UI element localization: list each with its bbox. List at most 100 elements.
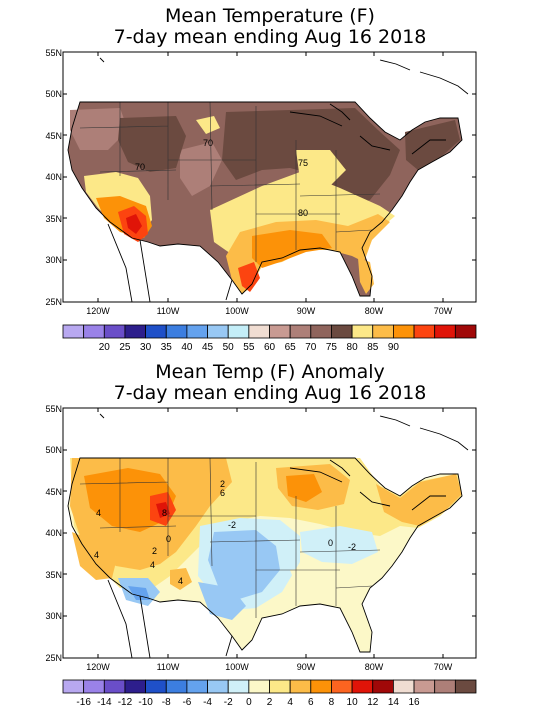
bottom-contour-label: 4: [178, 576, 183, 586]
top-contour-labels: 70 70 75 80: [135, 138, 308, 218]
top-lon-label: 100W: [225, 306, 249, 316]
bottom-lon-labels: 120W 110W 100W 90W 80W 70W: [86, 662, 453, 672]
bottom-lon-label: 100W: [225, 662, 249, 672]
top-title-line2: 7-day mean ending Aug 16 2018: [113, 26, 427, 48]
top-lat-label: 25N: [45, 297, 62, 307]
top-colorbar-swatch: [186, 324, 208, 339]
top-lat-label: 35N: [45, 214, 62, 224]
bottom-contour-label: 8: [162, 508, 167, 518]
bottom-patch-wi-deep: [286, 474, 322, 502]
bottom-colorbar-swatch: [351, 679, 374, 694]
top-colorbar-label: 85: [367, 342, 379, 353]
top-lon-labels: 120W 110W 100W 90W 80W 70W: [86, 306, 453, 316]
top-colorbar-swatch: [227, 324, 250, 339]
top-contour-label: 70: [203, 138, 213, 148]
bottom-contour-label: 4: [94, 550, 99, 560]
bottom-colorbar-swatch: [83, 679, 105, 694]
top-colorbar-swatch: [413, 324, 436, 339]
bottom-colorbar: -16 -14 -12 -10 -8 -6 -4 -2 0 2 4 6 8 10 12 14 16: [62, 679, 477, 708]
bottom-contour-label: 2: [152, 546, 157, 556]
top-patch-plains: [118, 116, 186, 172]
top-patch-fl: [358, 258, 374, 294]
top-contour-label: 75: [298, 158, 308, 168]
top-contour-label: 80: [298, 208, 308, 218]
top-colorbar-swatch: [434, 324, 456, 339]
bottom-contour-label: -2: [228, 520, 236, 530]
top-patch-tx-orange: [252, 230, 332, 268]
top-colorbar-swatch: [454, 324, 477, 339]
top-colorbar-swatch: [310, 324, 332, 339]
top-colorbar-swatch: [103, 324, 126, 339]
top-lon-label: 80W: [365, 306, 384, 316]
bottom-colorbar-label: 6: [308, 697, 314, 708]
bottom-colorbar-label: -6: [182, 697, 191, 708]
top-coastlines: [67, 57, 469, 302]
top-patch-az-dark: [126, 214, 142, 234]
top-colorbar-label: 70: [305, 342, 317, 353]
bottom-colorbar-swatch: [434, 679, 456, 694]
bottom-colorbar-swatch: [186, 679, 208, 694]
top-colorbar-swatch: [83, 324, 105, 339]
top-colorbar-label: 80: [347, 342, 359, 353]
bottom-colorbar-swatch: [248, 679, 270, 694]
top-contour-label: 70: [135, 162, 145, 172]
bottom-lon-label: 70W: [434, 662, 453, 672]
top-lat-label: 55N: [45, 48, 62, 58]
bottom-colorbar-swatch: [289, 679, 312, 694]
top-colorbar-label: 60: [264, 342, 276, 353]
top-patch-ne: [405, 120, 460, 170]
bottom-patch-central-blue: [208, 530, 280, 600]
top-colorbar-swatch: [392, 324, 415, 339]
bottom-patch-id-core: [156, 502, 170, 518]
top-lat-label: 40N: [45, 172, 62, 182]
bottom-colorbar-label: 4: [287, 697, 293, 708]
bottom-patch-ohio-lightblue: [300, 526, 378, 564]
bottom-contour-label: 6: [220, 488, 225, 498]
bottom-colorbar-label: -16: [76, 697, 91, 708]
bottom-lon-label: 80W: [365, 662, 384, 672]
top-colorbar-swatch: [269, 324, 291, 339]
top-colorbar-label: 20: [99, 342, 111, 353]
bottom-lat-label: 50N: [45, 445, 62, 455]
bottom-lat-label: 55N: [45, 404, 62, 414]
bottom-lat-label: 25N: [45, 653, 62, 663]
top-colorbar-swatch: [351, 324, 374, 339]
bottom-colorbar-swatch: [227, 679, 250, 694]
bottom-colorbar-swatch: [207, 679, 229, 694]
bottom-patch-sw-orange: [72, 532, 116, 580]
bottom-colorbar-label: -10: [138, 697, 153, 708]
bottom-state-lines: [79, 457, 381, 618]
top-colorbar-label: 65: [285, 342, 297, 353]
bottom-lat-ticks: [63, 408, 476, 658]
bottom-colorbar-swatch: [62, 679, 85, 694]
top-colorbar-label: 75: [326, 342, 338, 353]
top-colorbar-swatch: [289, 324, 312, 339]
bottom-contour-label: 0: [328, 538, 333, 548]
bottom-contour-label: 0: [166, 534, 171, 544]
bottom-colorbar-label: -2: [224, 697, 233, 708]
bottom-lon-label: 110W: [157, 662, 180, 672]
bottom-colorbar-swatch: [392, 679, 415, 694]
bottom-colorbar-label: -14: [97, 697, 112, 708]
bottom-contour-label: 4: [96, 508, 101, 518]
bottom-lon-label: 90W: [297, 662, 316, 672]
top-colorbar-label: 90: [388, 342, 400, 353]
bottom-patch-sw-darkblue: [128, 586, 150, 600]
top-lat-labels: 55N 50N 45N 40N 35N 30N 25N: [45, 48, 62, 307]
bottom-lat-label: 30N: [45, 611, 62, 621]
top-lat-label: 30N: [45, 255, 62, 265]
bottom-colorbar-swatch: [165, 679, 188, 694]
bottom-coastlines: [67, 413, 469, 658]
bottom-colorbar-swatch: [331, 679, 353, 694]
top-lat-label: 45N: [45, 131, 62, 141]
bottom-colorbar-swatch: [454, 679, 477, 694]
bottom-patch-se-pale: [290, 564, 360, 600]
bottom-colorbar-label: 10: [347, 697, 359, 708]
bottom-colorbar-swatch: [103, 679, 126, 694]
bottom-title-line2: 7-day mean ending Aug 16 2018: [113, 382, 427, 404]
top-colorbar-swatch: [207, 324, 229, 339]
bottom-title-line1: Mean Temp (F) Anomaly: [155, 361, 385, 383]
top-colorbar-swatch: [165, 324, 188, 339]
bottom-colorbar-swatch: [413, 679, 436, 694]
top-lat-ticks: [63, 52, 476, 302]
